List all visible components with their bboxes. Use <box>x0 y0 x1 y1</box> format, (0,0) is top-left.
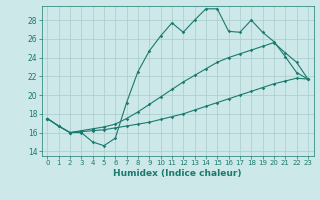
X-axis label: Humidex (Indice chaleur): Humidex (Indice chaleur) <box>113 169 242 178</box>
